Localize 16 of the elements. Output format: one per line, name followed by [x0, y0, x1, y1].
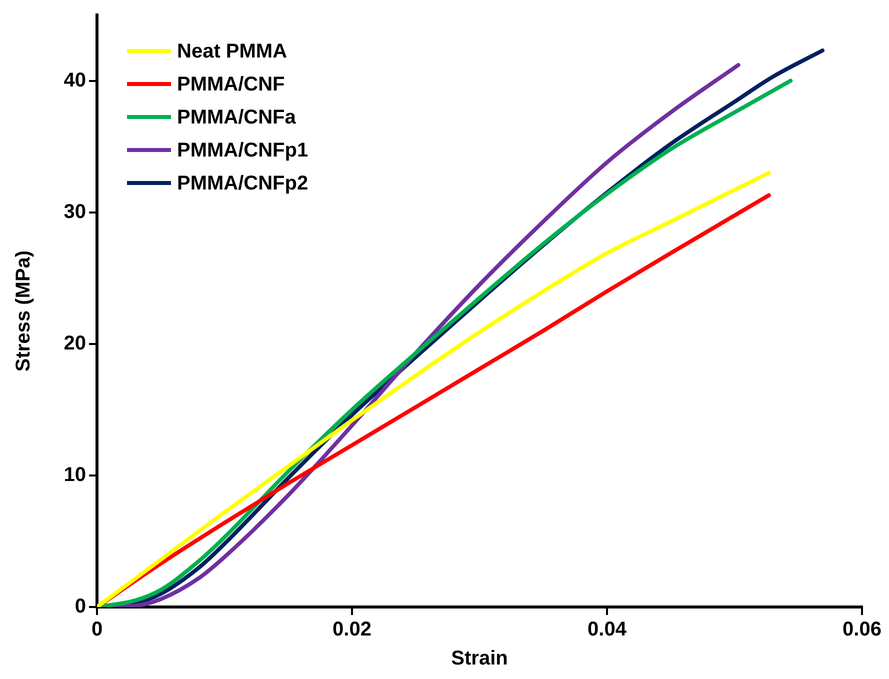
x-tick-label: 0	[91, 618, 103, 641]
x-tick-label: 0.06	[842, 618, 882, 641]
x-tick-label: 0.04	[588, 618, 628, 641]
y-tick-label: 20	[64, 332, 86, 354]
legend-label: PMMA/CNFp2	[177, 172, 308, 195]
y-tick-label: 40	[64, 69, 86, 92]
y-axis-title: Stress (MPa)	[12, 250, 35, 372]
y-tick-label: 0	[74, 596, 86, 618]
legend-label: Neat PMMA	[177, 40, 288, 63]
legend-label: PMMA/CNFa	[177, 106, 297, 129]
legend-label: PMMA/CNFp1	[177, 140, 308, 162]
x-tick-label: 0.02	[332, 618, 372, 641]
x-axis-title: Strain	[451, 648, 508, 670]
legend-label: PMMA/CNF	[177, 74, 285, 96]
y-tick-label: 30	[64, 200, 86, 223]
y-tick-label: 10	[64, 464, 86, 486]
